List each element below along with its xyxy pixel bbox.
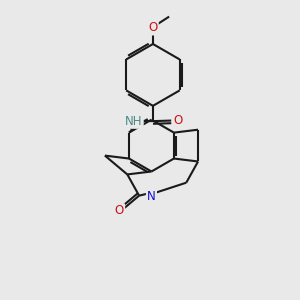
Text: NH: NH bbox=[125, 115, 142, 128]
Text: O: O bbox=[173, 114, 182, 127]
Text: O: O bbox=[115, 204, 124, 218]
Text: O: O bbox=[148, 21, 158, 34]
Text: N: N bbox=[147, 190, 156, 203]
